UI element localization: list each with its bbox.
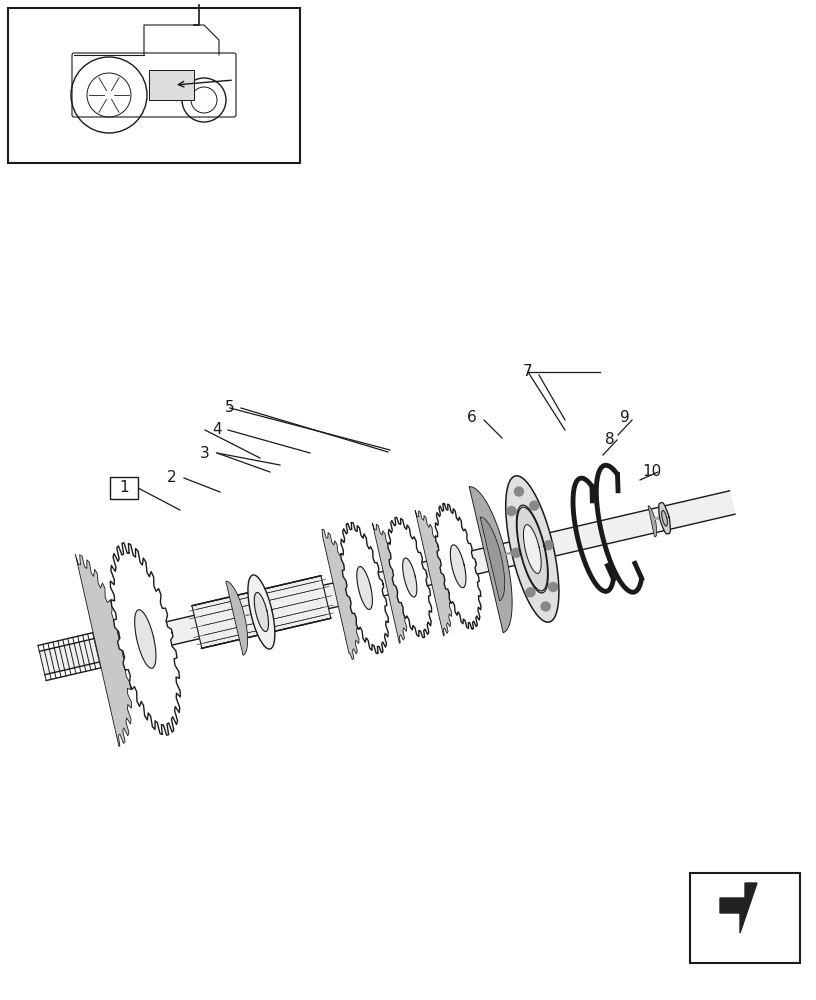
Polygon shape — [648, 503, 671, 537]
Text: 1: 1 — [119, 481, 129, 495]
Polygon shape — [75, 543, 180, 746]
Polygon shape — [480, 507, 548, 601]
Polygon shape — [450, 545, 466, 588]
Circle shape — [541, 602, 550, 611]
Polygon shape — [135, 610, 156, 668]
Polygon shape — [341, 522, 388, 654]
Polygon shape — [469, 476, 559, 633]
Bar — [149, 70, 194, 100]
Text: 4: 4 — [212, 422, 222, 438]
Polygon shape — [435, 503, 481, 629]
Circle shape — [548, 582, 557, 591]
Polygon shape — [322, 522, 388, 660]
Text: 3: 3 — [200, 446, 210, 460]
Polygon shape — [255, 592, 268, 632]
Circle shape — [526, 588, 534, 597]
Polygon shape — [248, 575, 275, 649]
Circle shape — [530, 501, 539, 510]
Bar — [110, 477, 138, 499]
Text: 8: 8 — [605, 432, 614, 448]
Text: 10: 10 — [642, 464, 662, 480]
Polygon shape — [659, 503, 671, 534]
Polygon shape — [506, 476, 559, 622]
Text: 5: 5 — [225, 400, 235, 416]
Bar — [8, 8, 300, 163]
Polygon shape — [662, 510, 667, 526]
Polygon shape — [192, 576, 330, 648]
Polygon shape — [226, 575, 275, 655]
Polygon shape — [388, 517, 432, 638]
Circle shape — [514, 487, 523, 496]
Polygon shape — [357, 567, 372, 609]
Text: 9: 9 — [620, 410, 630, 426]
Polygon shape — [372, 517, 432, 643]
Polygon shape — [523, 525, 541, 573]
Circle shape — [507, 507, 516, 516]
Circle shape — [512, 548, 521, 557]
Polygon shape — [110, 543, 180, 735]
Polygon shape — [415, 503, 481, 636]
Bar — [690, 873, 800, 963]
Text: 7: 7 — [523, 364, 533, 379]
Polygon shape — [517, 507, 548, 591]
Circle shape — [544, 541, 553, 550]
Polygon shape — [39, 491, 735, 675]
Polygon shape — [517, 505, 548, 593]
Text: 6: 6 — [467, 410, 477, 426]
Text: 2: 2 — [167, 471, 177, 486]
Polygon shape — [720, 883, 757, 933]
Polygon shape — [402, 558, 417, 597]
